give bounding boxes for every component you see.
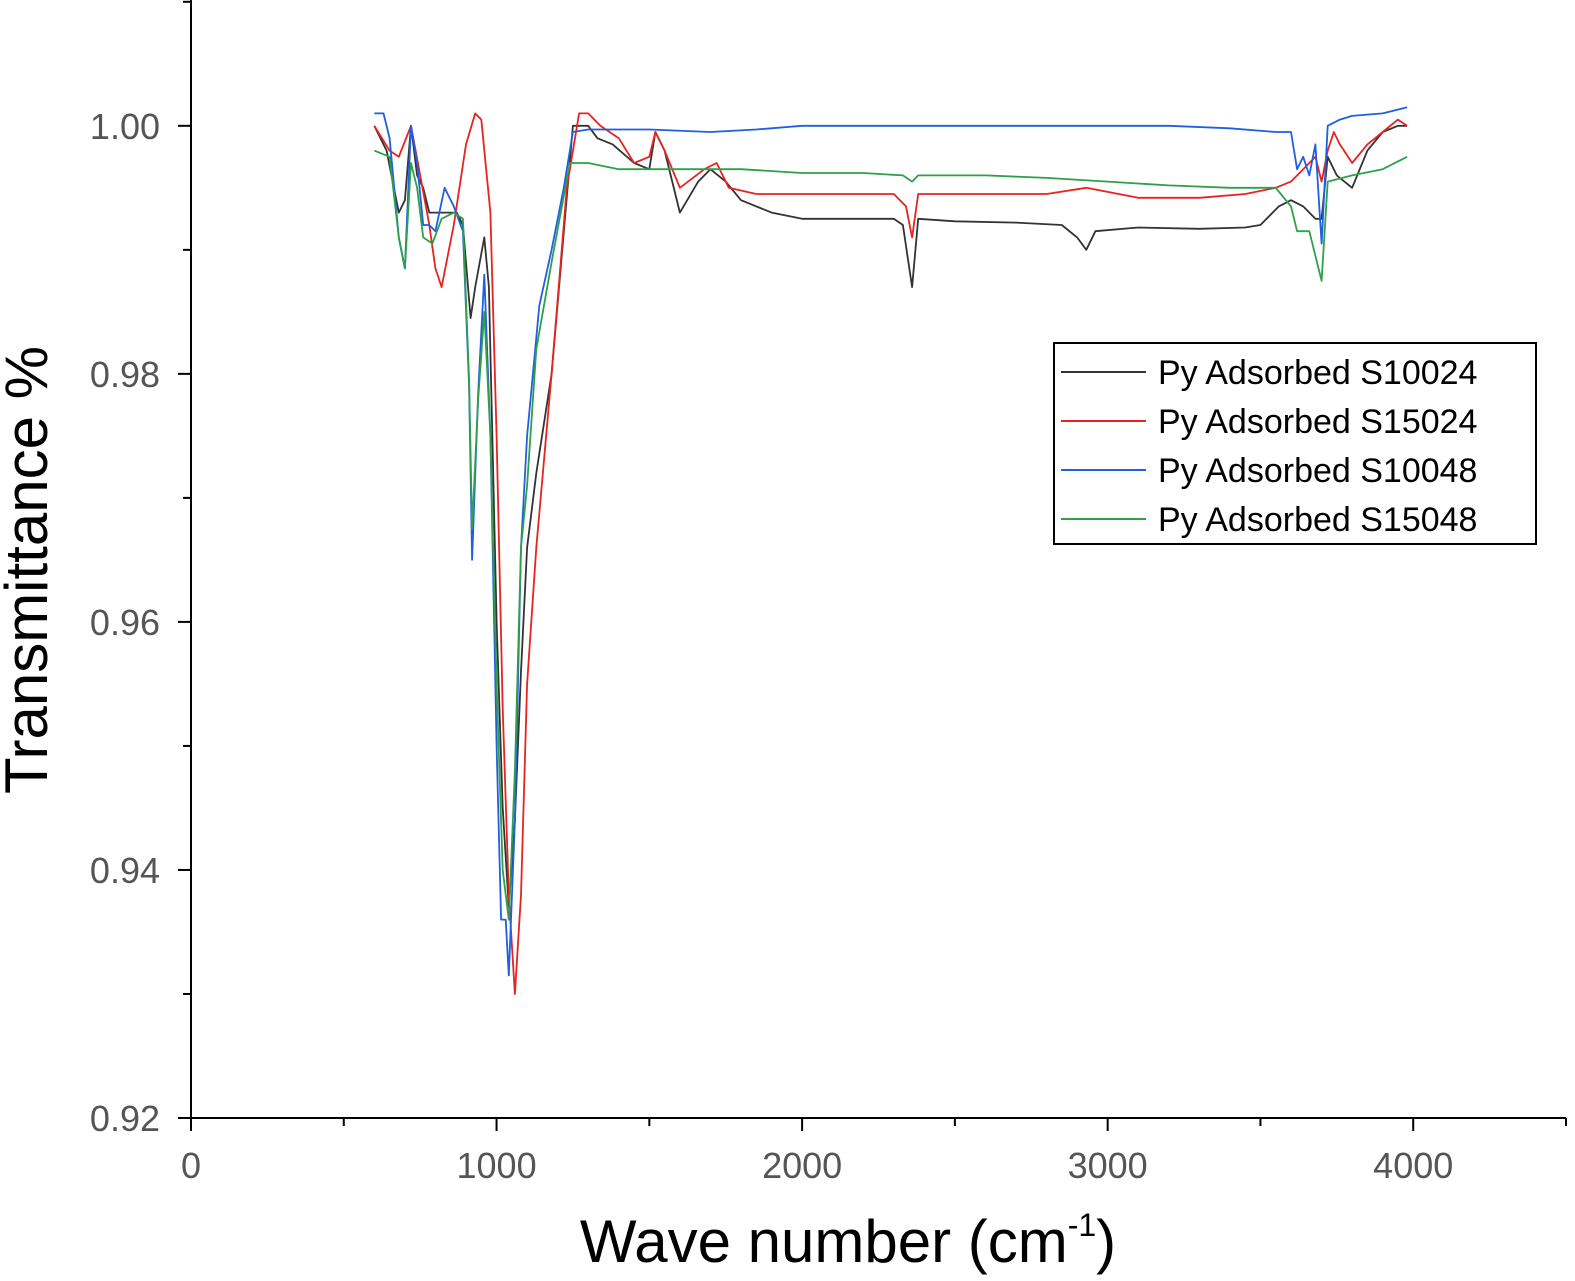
axes-group <box>190 0 1566 1119</box>
x-axis-title-end: ) <box>1096 1208 1116 1275</box>
series-line-3 <box>374 106 1408 977</box>
x-tick-label: 4000 <box>1373 1145 1453 1186</box>
y-tick-label: 1.00 <box>90 106 160 147</box>
y-tick-label: 0.92 <box>90 1098 160 1139</box>
x-tick-label: 0 <box>181 1145 201 1186</box>
x-axis-title-superscript: -1 <box>1068 1207 1096 1243</box>
x-axis-title: Wave number (cm-1) <box>580 1207 1116 1275</box>
legend-label: Py Adsorbed S15024 <box>1158 403 1477 441</box>
legend-label: Py Adsorbed S10048 <box>1158 452 1477 490</box>
x-tick-label: 3000 <box>1068 1145 1148 1186</box>
legend-label: Py Adsorbed S15048 <box>1158 501 1477 539</box>
series-line-4 <box>373 149 1408 921</box>
y-tick-label: 0.94 <box>90 850 160 891</box>
y-axis-title: Transmittance % <box>0 346 60 794</box>
y-tick-label: 0.96 <box>90 602 160 643</box>
y-tick-label: 0.98 <box>90 354 160 395</box>
ticks-group: 0 1000 2000 3000 4000 0.92 0.94 0.96 0.98 1.00 <box>90 0 1567 1186</box>
legend: Py Adsorbed S10024 Py Adsorbed S15024 Py A… <box>1053 342 1537 545</box>
legend-box <box>1053 342 1537 545</box>
x-axis-title-main: Wave number (cm <box>580 1208 1068 1275</box>
plot-series-group <box>373 106 1408 995</box>
x-tick-label: 2000 <box>762 1145 842 1186</box>
series-line-2 <box>373 112 1408 995</box>
legend-label: Py Adsorbed S10024 <box>1158 354 1477 392</box>
x-tick-label: 1000 <box>457 1145 537 1186</box>
